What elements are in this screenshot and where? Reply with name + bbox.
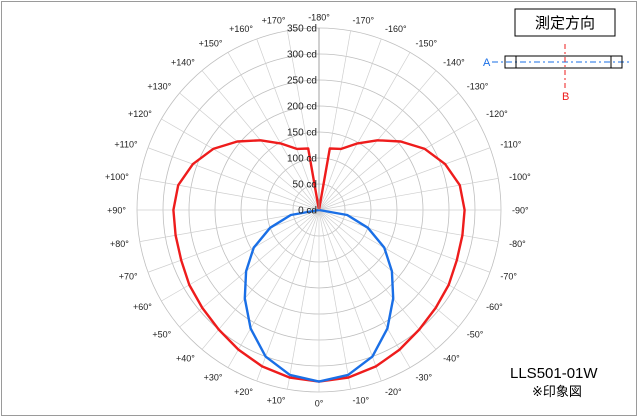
angle-tick-label: -60° [486, 302, 503, 312]
grid-spoke [318, 209, 459, 328]
legend-label-b: B [562, 91, 569, 103]
grid-spoke [318, 52, 411, 211]
grid-spoke [318, 38, 382, 211]
grid-spoke [147, 147, 320, 211]
grid-spoke [287, 209, 320, 390]
grid-spoke [318, 118, 477, 211]
grid-spoke [318, 209, 411, 368]
angle-tick-label: +130° [147, 81, 171, 91]
angle-tick-label: -100° [509, 172, 531, 182]
angle-tick-label: +60° [133, 302, 152, 312]
angle-tick-label: -170° [353, 15, 375, 25]
radial-labels: 0 cd 50 cd 100 cd 150 cd 200 cd 250 cd 300 cd 3… [287, 24, 317, 217]
angle-tick-label: +90° [107, 206, 126, 216]
angle-tick-label: -70° [500, 272, 517, 282]
angle-tick-label: -120° [486, 109, 508, 119]
angle-tick-label: +140° [171, 58, 195, 68]
angle-tick-label: -30° [416, 373, 433, 383]
angle-tick-label: +50° [152, 330, 171, 340]
grid-spoke [227, 209, 320, 368]
impression-note: ※印象図 [532, 385, 582, 400]
angle-tick-label: -50° [467, 330, 484, 340]
angle-tick-label: -90° [512, 206, 529, 216]
grid-spoke [318, 209, 437, 350]
angle-tick-label: -150° [416, 38, 438, 48]
angle-tick-label: +120° [128, 109, 152, 119]
grid-spoke [318, 209, 491, 273]
grid-spoke [201, 209, 320, 350]
angle-tick-label: +100° [105, 172, 129, 182]
grid-spoke [318, 209, 477, 302]
radial-tick-label: 150 cd [287, 128, 317, 139]
angle-tick-label: +110° [114, 140, 138, 150]
grid-spoke [161, 209, 320, 302]
angle-tick-label: -160° [385, 24, 407, 34]
radial-tick-label: 300 cd [287, 50, 317, 61]
angle-tick-label: -130° [467, 81, 489, 91]
legend-label-a: A [483, 57, 491, 69]
angle-tick-label: +40° [176, 353, 195, 363]
angle-labels: -180° -170° -160° -150° -140° -130° -120° -110°… [105, 13, 531, 409]
angle-tick-label: 0° [315, 399, 324, 409]
grid-spoke [256, 209, 320, 382]
angle-tick-label: +150° [199, 38, 223, 48]
polar-grid [136, 27, 502, 393]
angle-tick-label: +10° [267, 396, 286, 406]
angle-tick-label: -140° [443, 58, 465, 68]
angle-tick-label: -10° [353, 396, 370, 406]
radial-tick-label: 200 cd [287, 102, 317, 113]
angle-tick-label: -20° [385, 387, 402, 397]
grid-spoke [318, 209, 351, 390]
grid-spoke [147, 209, 320, 273]
model-name: LLS501-01W [510, 365, 598, 382]
angle-tick-label: +170° [262, 15, 286, 25]
radial-tick-label: 250 cd [287, 76, 317, 87]
grid-spoke [179, 209, 320, 328]
grid-spoke [318, 92, 459, 211]
radial-tick-label: 100 cd [287, 154, 317, 165]
radial-tick-label: 50 cd [293, 180, 317, 191]
grid-spoke [318, 209, 382, 382]
grid-spoke [161, 118, 320, 211]
series-b-line [243, 208, 395, 383]
legend-title-box [514, 8, 616, 37]
angle-tick-label: +70° [119, 272, 138, 282]
angle-tick-label: +20° [234, 387, 253, 397]
legend-title: 測定方向 [535, 14, 595, 32]
radial-tick-label: 350 cd [287, 24, 317, 35]
grid-spoke [318, 147, 491, 211]
radial-tick-label: 0 cd [298, 206, 317, 217]
angle-tick-label: +30° [204, 373, 223, 383]
legend: 測定方向 A B [483, 8, 632, 103]
grid-spoke [318, 178, 499, 211]
grid-spoke [227, 52, 320, 211]
angle-tick-label: -110° [500, 140, 521, 150]
grid-spoke [179, 92, 320, 211]
angle-tick-label: -180° [308, 13, 330, 23]
series-layer [172, 139, 466, 383]
legend-lamp-tube [504, 55, 623, 69]
angle-tick-label: -80° [509, 239, 526, 249]
grid-spoke [139, 178, 320, 211]
angle-tick-label: -40° [443, 353, 460, 363]
angle-tick-label: +160° [229, 24, 253, 34]
grid-spoke [256, 38, 320, 211]
angle-tick-label: +80° [110, 239, 129, 249]
